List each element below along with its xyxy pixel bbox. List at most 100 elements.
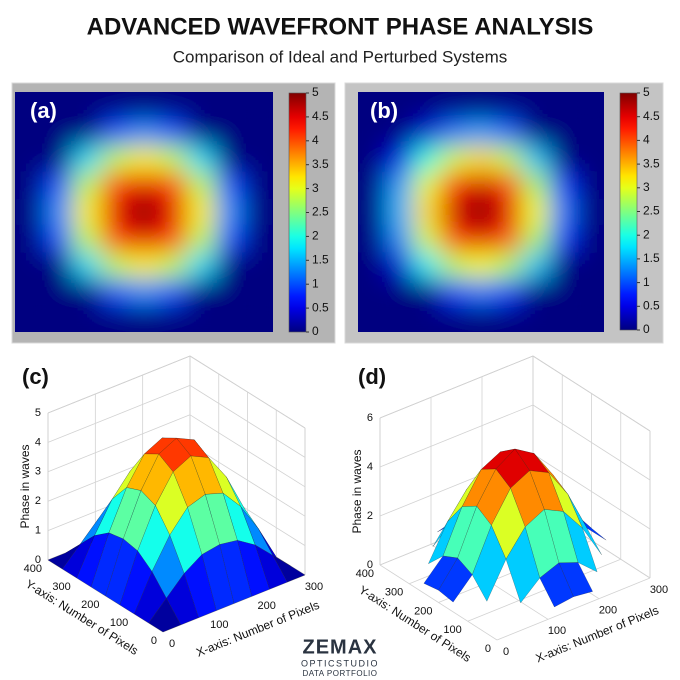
x-tick-label: 300 — [650, 584, 668, 596]
heatmap-cell — [467, 252, 496, 280]
heatmap-cell — [549, 278, 578, 306]
heatmap-cell — [467, 172, 496, 200]
heatmap-cell — [412, 172, 441, 200]
heatmap-cell — [101, 145, 131, 173]
heatmap-cell — [412, 305, 441, 332]
colorbar-tick-label: 0.5 — [312, 300, 329, 314]
heatmap-image — [358, 92, 604, 332]
y-tick-label: 300 — [385, 587, 403, 599]
heatmap-cell — [440, 252, 468, 280]
heatmap-cell — [549, 252, 578, 280]
heatmap-cell — [522, 198, 550, 226]
y-tick-label: 100 — [110, 617, 128, 629]
z-tick-label: 2 — [367, 510, 373, 522]
heatmap-cell — [129, 172, 159, 200]
heatmap-cell — [522, 252, 550, 280]
heatmap-cell — [440, 198, 468, 226]
heatmap-cell — [467, 145, 496, 173]
heatmap-cell — [358, 145, 386, 173]
heatmap-cell — [385, 118, 414, 146]
heatmap-cell — [15, 172, 45, 200]
grid-line — [379, 404, 534, 468]
heatmap-cell — [187, 252, 217, 280]
heatmap-cell — [412, 198, 441, 226]
heatmap-cell — [158, 278, 188, 306]
colorbar-tick-label: 3 — [643, 180, 650, 194]
y-tick-label: 300 — [52, 581, 70, 593]
heatmap-cell — [72, 305, 102, 332]
heatmap-cell — [15, 252, 45, 280]
colorbar-tick-label: 4.5 — [312, 109, 329, 123]
heatmap-cell — [215, 225, 245, 253]
heatmap-cell — [101, 305, 131, 332]
heatmap-cell — [215, 252, 245, 280]
heatmap-cell — [129, 252, 159, 280]
heatmap-cell — [129, 198, 159, 226]
heatmap-cell — [15, 305, 45, 332]
heatmap-cell — [576, 198, 604, 226]
heatmap-cell — [15, 118, 45, 146]
colorbar — [288, 92, 307, 333]
heatmap-cell — [494, 225, 523, 253]
heatmap-cell — [215, 145, 245, 173]
colorbar-tick-label: 2 — [312, 229, 319, 243]
heatmap-cell — [101, 252, 131, 280]
x-tick-label: 300 — [305, 581, 323, 593]
heatmap-cell — [129, 118, 159, 146]
heatmap-cell — [467, 198, 496, 226]
heatmap-cell — [440, 118, 468, 146]
heatmap-cell — [244, 118, 273, 146]
heatmap-cell — [494, 145, 523, 173]
heatmap-cell — [412, 225, 441, 253]
heatmap-cell — [72, 252, 102, 280]
colorbar-tick-label: 4 — [643, 133, 650, 147]
panels: (a) 0 0.5 1 1.5 2 2.5 3 3.5 4 4.5 5 (b) 0 0.5 1 1.5 2 2.5 3… — [11, 82, 668, 665]
heatmap-cell — [15, 145, 45, 173]
heatmap-cell — [412, 92, 441, 120]
heatmap-cell — [440, 305, 468, 332]
subtitle: Comparison of Ideal and Perturbed System… — [173, 47, 508, 66]
heatmap-cell — [244, 145, 273, 173]
title: ADVANCED WAVEFRONT PHASE ANALYSIS — [87, 13, 594, 40]
heatmap-cell — [549, 92, 578, 120]
heatmap-cell — [494, 118, 523, 146]
heatmap-cell — [522, 118, 550, 146]
heatmap-cell — [385, 305, 414, 332]
heatmap-cell — [15, 198, 45, 226]
heatmap-cell — [549, 145, 578, 173]
heatmap-cell — [494, 305, 523, 332]
heatmap-cell — [440, 225, 468, 253]
heatmap-cell — [467, 278, 496, 306]
z-tick-label: 1 — [35, 525, 41, 537]
heatmap-panel: (b) 0 0.5 1 1.5 2 2.5 3 3.5 4 4.5 5 — [344, 82, 664, 344]
heatmap-cell — [576, 118, 604, 146]
colorbar-tick-label: 1 — [643, 275, 650, 289]
heatmap-cell — [101, 172, 131, 200]
y-tick-label: 100 — [443, 624, 461, 636]
heatmap-cell — [385, 225, 414, 253]
heatmap-cell — [158, 252, 188, 280]
heatmap-cell — [467, 225, 496, 253]
surface-patch — [438, 557, 473, 603]
heatmap-cell — [576, 172, 604, 200]
y-tick-label: 200 — [81, 599, 99, 611]
grid-line — [47, 414, 191, 473]
x-tick-label: 0 — [503, 646, 509, 658]
heatmap-cell — [244, 305, 273, 332]
z-tick-label: 4 — [35, 436, 41, 448]
heatmap-cell — [576, 252, 604, 280]
heatmap-cell — [549, 305, 578, 332]
heatmap-cell — [72, 225, 102, 253]
heatmap-cell — [129, 278, 159, 306]
heatmap-cell — [215, 278, 245, 306]
colorbar-tick-label: 2.5 — [312, 205, 329, 219]
heatmap-cell — [522, 145, 550, 173]
heatmap-cell — [187, 92, 217, 120]
heatmap-cell — [43, 278, 73, 306]
heatmap-cell — [576, 92, 604, 120]
y-tick-label: 400 — [24, 563, 42, 575]
heatmap-image — [15, 92, 273, 332]
heatmap-cell — [522, 305, 550, 332]
colorbar-tick-label: 4 — [312, 133, 319, 147]
